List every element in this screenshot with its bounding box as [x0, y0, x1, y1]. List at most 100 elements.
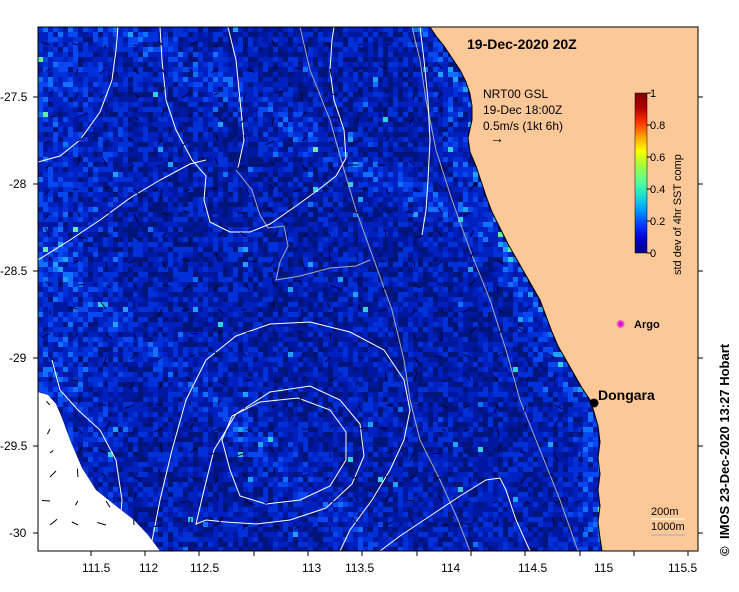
sst-cell	[63, 362, 68, 367]
sst-cell	[273, 37, 278, 42]
sst-cell	[553, 357, 558, 362]
sst-cell	[213, 87, 218, 92]
sst-cell	[318, 167, 323, 172]
sst-cell	[98, 127, 103, 132]
sst-cell	[73, 272, 78, 277]
sst-cell	[153, 292, 158, 297]
sst-cell	[373, 242, 378, 247]
sst-cell	[258, 67, 263, 72]
sst-cell	[48, 87, 53, 92]
sst-cell	[53, 287, 58, 292]
sst-cell	[208, 227, 213, 232]
sst-cell	[398, 37, 403, 42]
sst-cell	[358, 252, 363, 257]
sst-cell	[118, 147, 123, 152]
sst-cell	[263, 302, 268, 307]
sst-cell	[168, 52, 173, 57]
sst-cell	[293, 47, 298, 52]
sst-cell	[263, 127, 268, 132]
sst-cell	[238, 117, 243, 122]
sst-cell	[248, 167, 253, 172]
sst-cell	[198, 362, 203, 367]
sst-cell	[388, 137, 393, 142]
sst-cell	[418, 127, 423, 132]
sst-cell	[453, 152, 458, 157]
sst-cell	[228, 332, 233, 337]
sst-cell	[98, 267, 103, 272]
sst-cell	[378, 237, 383, 242]
sst-cell	[43, 167, 48, 172]
sst-cell	[298, 192, 303, 197]
sst-cell	[328, 217, 333, 222]
sst-cell	[228, 337, 233, 342]
sst-cell	[463, 232, 468, 237]
sst-cell	[378, 332, 383, 337]
sst-cell	[393, 62, 398, 67]
sst-cell	[53, 142, 58, 147]
sst-cell	[38, 272, 43, 277]
sst-cell	[128, 37, 133, 42]
sst-cell	[468, 167, 473, 172]
sst-cell	[53, 272, 58, 277]
sst-cell	[53, 282, 58, 287]
sst-cell	[523, 357, 528, 362]
sst-cell	[153, 67, 158, 72]
sst-cell	[123, 187, 128, 192]
sst-cell	[88, 192, 93, 197]
sst-cell	[353, 222, 358, 227]
sst-cell	[363, 292, 368, 297]
sst-cell	[133, 322, 138, 327]
sst-cell	[438, 157, 443, 162]
sst-cell	[228, 252, 233, 257]
sst-cell	[193, 32, 198, 37]
sst-cell	[268, 347, 273, 352]
sst-cell	[288, 317, 293, 322]
sst-cell	[43, 207, 48, 212]
sst-cell	[163, 182, 168, 187]
sst-cell	[93, 77, 98, 82]
sst-cell	[113, 132, 118, 137]
sst-cell	[173, 187, 178, 192]
sst-cell	[118, 212, 123, 217]
sst-cell	[453, 112, 458, 117]
sst-cell	[178, 267, 183, 272]
sst-cell	[178, 122, 183, 127]
sst-cell	[408, 87, 413, 92]
sst-cell	[48, 252, 53, 257]
sst-cell	[273, 112, 278, 117]
sst-cell	[323, 322, 328, 327]
sst-cell	[168, 197, 173, 202]
sst-cell	[348, 132, 353, 137]
sst-cell	[53, 332, 58, 337]
sst-cell	[348, 337, 353, 342]
sst-cell	[38, 237, 43, 242]
sst-cell	[108, 132, 113, 137]
sst-cell	[108, 337, 113, 342]
sst-cell	[343, 332, 348, 337]
sst-cell	[428, 272, 433, 277]
sst-cell	[98, 202, 103, 207]
sst-cell	[288, 327, 293, 332]
sst-cell	[178, 52, 183, 57]
sst-cell	[268, 317, 273, 322]
sst-cell	[393, 142, 398, 147]
sst-cell	[363, 272, 368, 277]
sst-cell	[343, 167, 348, 172]
sst-cell	[163, 32, 168, 37]
sst-cell	[48, 132, 53, 137]
sst-cell	[238, 322, 243, 327]
sst-cell	[478, 247, 483, 252]
sst-cell	[358, 202, 363, 207]
sst-cell	[393, 82, 398, 87]
sst-cell	[423, 297, 428, 302]
sst-cell	[253, 77, 258, 82]
sst-cell	[323, 217, 328, 222]
sst-cell	[213, 217, 218, 222]
sst-cell	[93, 192, 98, 197]
sst-cell	[48, 32, 53, 37]
sst-cell	[313, 122, 318, 127]
sst-cell	[503, 287, 508, 292]
sst-cell	[268, 362, 273, 367]
sst-cell	[233, 97, 238, 102]
sst-cell	[438, 352, 443, 357]
